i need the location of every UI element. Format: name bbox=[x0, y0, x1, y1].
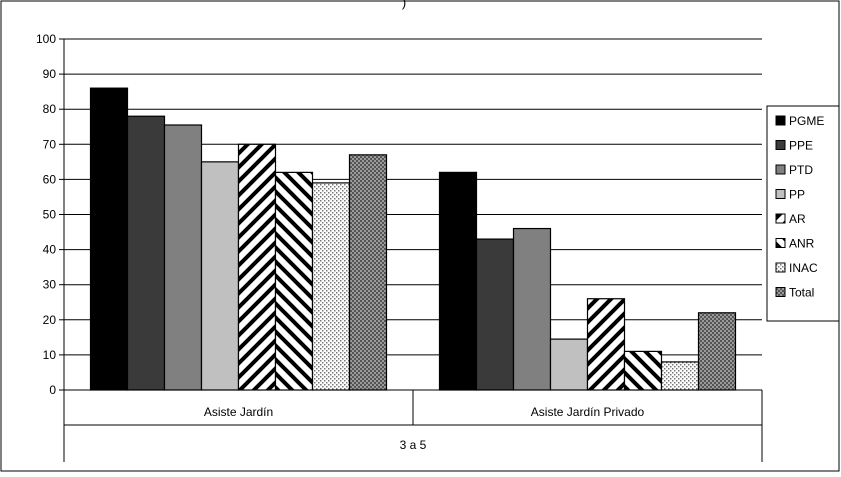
y-tick-label: 30 bbox=[43, 278, 57, 292]
bar-ppe bbox=[475, 238, 515, 391]
bar-inac bbox=[311, 182, 351, 391]
legend-swatch bbox=[775, 213, 786, 224]
bar-ppe bbox=[126, 115, 166, 391]
legend-label: PGME bbox=[789, 114, 824, 128]
legend-swatch bbox=[775, 164, 786, 175]
legend-swatch bbox=[775, 238, 786, 248]
y-tick-label: 100 bbox=[36, 32, 56, 46]
bars bbox=[89, 87, 737, 391]
bar-inac bbox=[660, 361, 700, 391]
y-tick-label: 60 bbox=[43, 172, 57, 186]
legend: PGME PPE PTD PP AR ANR INAC Total bbox=[766, 105, 840, 322]
x-group-label: 3 a 5 bbox=[400, 438, 427, 452]
legend-swatch bbox=[775, 115, 786, 126]
y-tick-label: 80 bbox=[43, 102, 57, 116]
bar-pp bbox=[549, 338, 589, 391]
y-tick-label: 70 bbox=[43, 137, 57, 151]
bar-ptd bbox=[163, 124, 203, 391]
legend-swatch bbox=[775, 140, 786, 150]
legend-swatch bbox=[775, 262, 786, 273]
bar-ar bbox=[237, 143, 277, 391]
bar-pp bbox=[200, 161, 240, 391]
legend-label: Total bbox=[789, 286, 814, 300]
legend-label: AR bbox=[789, 212, 806, 226]
y-tick-label: 50 bbox=[43, 208, 57, 222]
bar-ar bbox=[586, 298, 626, 391]
x-category-label: Asiste Jardín bbox=[204, 405, 273, 419]
legend-label: PP bbox=[789, 188, 805, 202]
axes: 0 10 20 30 40 50 60 70 80 90 100 Asiste Jardín Asist… bbox=[36, 32, 763, 462]
bar-pgme bbox=[438, 171, 478, 391]
legend-swatch bbox=[775, 189, 786, 199]
bar-pgme bbox=[89, 87, 129, 391]
chart-title-fragment: ) bbox=[402, 0, 406, 10]
bar-ptd bbox=[512, 227, 552, 391]
legend-swatch bbox=[775, 287, 786, 297]
legend-label: PTD bbox=[789, 163, 813, 177]
legend-label: ANR bbox=[789, 237, 815, 251]
x-category-label: Asiste Jardín Privado bbox=[531, 405, 645, 419]
y-tick-label: 10 bbox=[43, 348, 57, 362]
bar-total bbox=[348, 154, 388, 391]
legend-label: INAC bbox=[789, 261, 818, 275]
y-tick-label: 90 bbox=[43, 67, 57, 81]
y-tick-label: 20 bbox=[43, 313, 57, 327]
y-tick-label: 0 bbox=[49, 383, 56, 397]
y-tick-label: 40 bbox=[43, 243, 57, 257]
legend-label: PPE bbox=[789, 139, 813, 153]
bar-anr bbox=[274, 171, 314, 391]
bar-total bbox=[697, 312, 737, 391]
bar-anr bbox=[623, 350, 663, 391]
